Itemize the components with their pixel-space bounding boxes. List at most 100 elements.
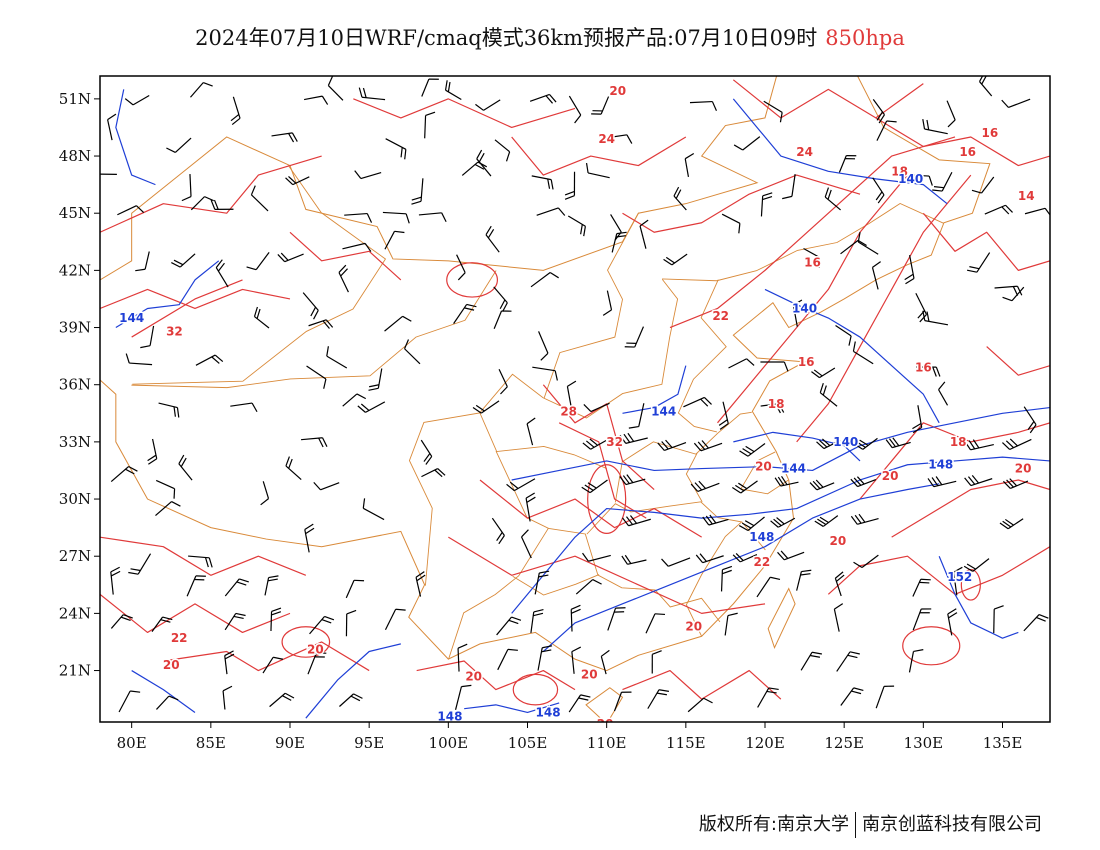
- lon-tick-label: 90E: [275, 734, 305, 752]
- lon-tick-label: 115E: [666, 734, 706, 752]
- wind-barb: [230, 96, 241, 126]
- height-contour-label: 140: [898, 172, 923, 186]
- wind-barb: [304, 523, 315, 553]
- wind-barb: [534, 570, 550, 595]
- wind-barb: [912, 405, 923, 434]
- boundary-lines: [100, 76, 991, 722]
- wind-barb: [840, 239, 867, 255]
- height-contour-line: [305, 643, 401, 719]
- wind-barb: [1023, 406, 1037, 434]
- wind-barb: [117, 205, 145, 216]
- temperature-contour-label: 20: [581, 667, 598, 681]
- province-boundary: [677, 279, 727, 433]
- wind-barb: [461, 161, 488, 176]
- wind-barb: [345, 579, 365, 599]
- temperature-contour-label: 24: [598, 132, 615, 146]
- wind-barb: [946, 100, 956, 128]
- wind-barb: [838, 154, 857, 173]
- temperature-contour-line: [448, 536, 766, 614]
- temperature-contour-line: [669, 136, 956, 329]
- province-boundary: [586, 501, 766, 551]
- wind-barb: [800, 651, 822, 671]
- wind-barb: [195, 354, 224, 366]
- title-level: 850hpa: [825, 26, 905, 50]
- wind-barb: [763, 100, 783, 123]
- temperature-contour-line: [100, 288, 291, 310]
- wind-barb: [885, 437, 911, 449]
- wind-barb: [171, 253, 196, 268]
- wind-barb: [1002, 478, 1029, 490]
- temperature-contour-line: [353, 98, 576, 129]
- temperature-contour-line: [891, 479, 1050, 538]
- wind-barb: [306, 365, 327, 389]
- wind-barb: [1002, 286, 1025, 302]
- lon-tick-label: 105E: [508, 734, 548, 752]
- wind-barb: [657, 439, 687, 452]
- temperature-contour-line: [622, 669, 782, 700]
- wind-barb: [816, 438, 841, 450]
- wind-barb: [1001, 98, 1031, 109]
- wind-barb: [922, 119, 948, 135]
- province-boundary: [685, 521, 742, 637]
- height-contour-line: [464, 702, 560, 714]
- wind-barb: [585, 162, 610, 179]
- wind-barb: [689, 100, 718, 111]
- wind-barb: [472, 400, 500, 414]
- wind-barb: [966, 252, 991, 273]
- wind-barb: [570, 604, 581, 632]
- wind-barb: [250, 185, 269, 212]
- wind-barb: [493, 286, 508, 312]
- wind-barb: [938, 381, 949, 406]
- wind-barb: [619, 474, 646, 486]
- wind-barb: [404, 339, 421, 365]
- wind-barb: [606, 134, 633, 144]
- wind-barb: [454, 684, 472, 710]
- wind-barb: [568, 95, 582, 124]
- wind-barb: [453, 303, 477, 324]
- wind-barb: [262, 656, 284, 674]
- wind-barb: [493, 310, 512, 329]
- wind-barb: [358, 87, 386, 101]
- wind-barb: [732, 480, 758, 494]
- wind-barb: [575, 579, 602, 595]
- height-contour-line: [622, 365, 687, 414]
- temperature-contour-line: [827, 546, 1050, 595]
- wind-barb: [270, 607, 282, 631]
- province-boundary: [512, 574, 600, 596]
- wind-barb: [922, 310, 949, 326]
- wind-barb: [307, 652, 327, 675]
- wind-barb: [728, 358, 755, 369]
- wind-barb: [178, 454, 193, 481]
- province-boundary: [132, 166, 387, 385]
- wind-barb: [526, 417, 536, 446]
- height-contour-line: [131, 670, 196, 713]
- wind-barb: [339, 693, 363, 707]
- temperature-contour-line: [542, 384, 655, 490]
- wind-barb: [854, 437, 878, 450]
- wind-barb: [125, 353, 153, 366]
- wind-barb: [774, 476, 799, 487]
- wind-barb: [581, 479, 608, 494]
- footer-separator: [855, 812, 856, 838]
- copyright-footer: 版权所有:南京大学 南京创蓝科技有限公司: [699, 810, 1042, 838]
- wind-barb: [582, 552, 611, 562]
- wind-barb: [645, 613, 666, 634]
- island-boundary: [767, 587, 796, 650]
- temperature-contour-line: [416, 660, 576, 691]
- wind-barb: [456, 254, 466, 281]
- temperature-contour-label: 16: [915, 361, 932, 375]
- wind-barb: [621, 515, 651, 527]
- wind-barb: [118, 690, 141, 713]
- wind-barb: [792, 299, 803, 327]
- wind-barb: [568, 694, 591, 713]
- wind-barb: [916, 366, 941, 377]
- wind-barb: [269, 692, 295, 708]
- wind-barb: [591, 96, 610, 115]
- wind-barb: [271, 132, 298, 143]
- height-contour-label: 144: [651, 404, 676, 418]
- wind-barb: [673, 186, 687, 211]
- temperature-contour-cell: [902, 626, 961, 666]
- lat-tick-label: 42N: [59, 261, 91, 279]
- height-contour-line: [115, 260, 220, 329]
- wind-barb: [684, 152, 695, 177]
